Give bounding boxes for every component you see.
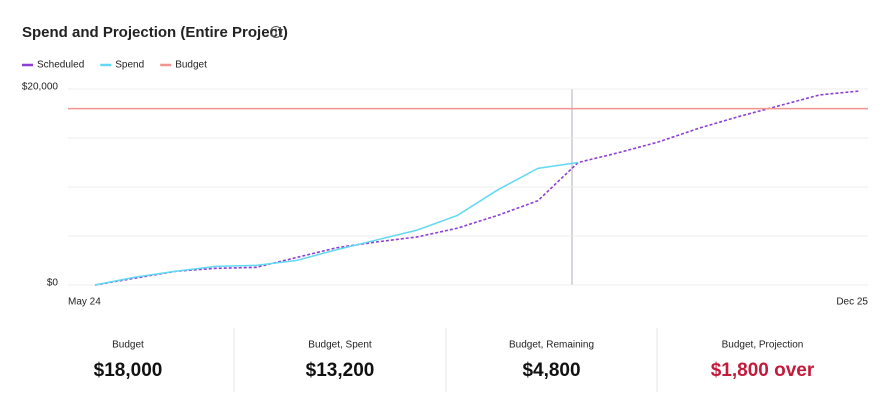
- chart-title: Spend and Projection (Entire Project): [22, 24, 288, 41]
- x-tick-label: May 24: [68, 297, 101, 308]
- stat-value: $4,800: [522, 360, 580, 381]
- stat-label: Budget, Projection: [722, 340, 804, 351]
- info-icon[interactable]: [270, 26, 282, 38]
- stat-label: Budget, Remaining: [509, 340, 594, 351]
- legend-label: Budget: [175, 60, 207, 71]
- stat-label: Budget: [112, 340, 144, 351]
- x-tick-label: Dec 25: [836, 297, 868, 308]
- legend-label: Scheduled: [37, 60, 84, 71]
- series-line: [94, 90, 861, 286]
- series-line: [94, 161, 579, 286]
- stat-value: $13,200: [306, 360, 375, 381]
- y-tick-label: $20,000: [22, 82, 59, 93]
- y-tick-label: $0: [47, 278, 59, 289]
- stat-label: Budget, Spent: [308, 340, 372, 351]
- stat-value: $18,000: [94, 360, 163, 381]
- stat-value: $1,800 over: [711, 360, 815, 381]
- legend-label: Spend: [115, 60, 144, 71]
